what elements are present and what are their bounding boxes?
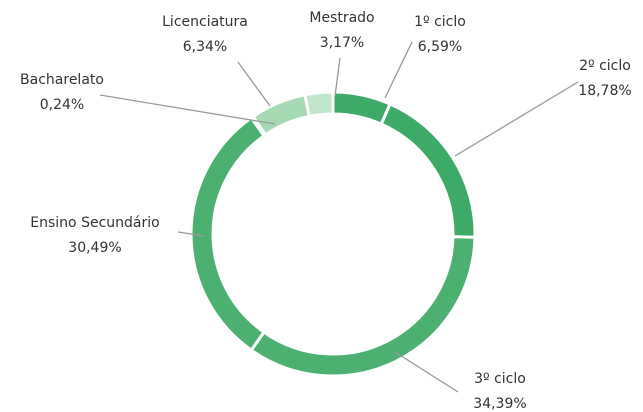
donut-slice: [251, 93, 312, 137]
donut-slice: [249, 235, 477, 378]
slice-label: 3º ciclo: [474, 371, 526, 387]
slice-value-label: 6,34%: [183, 39, 227, 55]
leader-line: [99, 94, 276, 125]
slice-value-label: 18,78%: [578, 83, 631, 99]
donut-slice: [303, 90, 335, 119]
leader-line: [237, 61, 271, 107]
leader-line: [384, 41, 413, 99]
slice-label: Ensino Secundário: [30, 215, 159, 231]
slice-value-label: 3,17%: [320, 35, 364, 51]
slice-label: 1º ciclo: [414, 14, 466, 30]
slice-label: Bacharelato: [20, 72, 104, 88]
donut-slice: [379, 102, 477, 239]
leader-line: [394, 351, 459, 393]
donut-slice: [189, 115, 267, 353]
slice-value-label: 30,49%: [68, 240, 121, 256]
slice-label: 2º ciclo: [579, 58, 631, 74]
slice-label: Licenciatura: [162, 14, 248, 30]
slice-value-label: 6,59%: [418, 39, 462, 55]
slice-value-label: 34,39%: [473, 396, 526, 412]
donut-slice: [331, 90, 393, 127]
leader-line: [454, 81, 579, 157]
leader-line: [177, 231, 206, 237]
slice-value-label: 0,24%: [40, 97, 84, 113]
leader-line: [334, 57, 341, 97]
slice-label: Mestrado: [309, 10, 374, 26]
